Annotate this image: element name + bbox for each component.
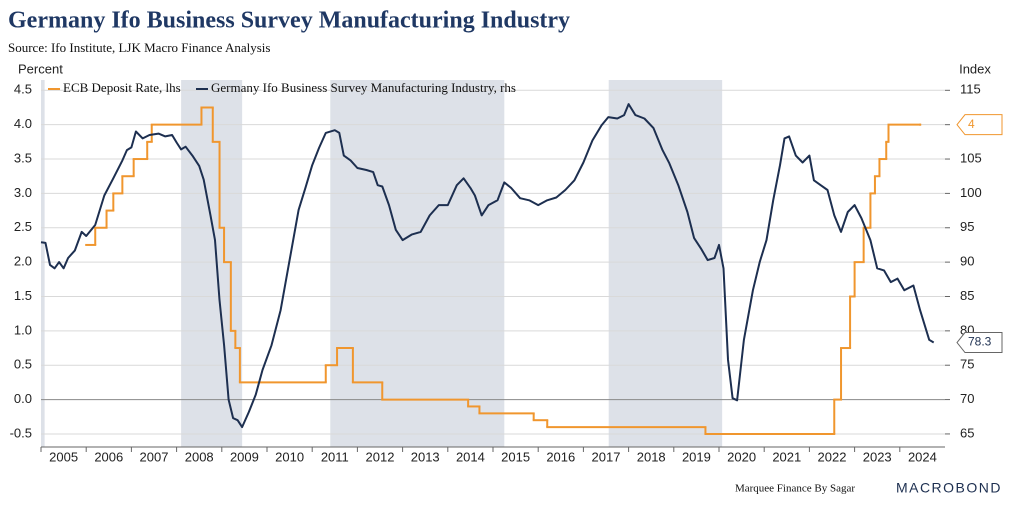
- shaded-period: [330, 80, 505, 447]
- x-tick-label: 2006: [94, 449, 123, 464]
- x-tick-label: 2014: [456, 449, 485, 464]
- y-tick-label: 1.0: [14, 322, 32, 337]
- x-tick-label: 2024: [908, 449, 937, 464]
- callout-label: 78.3: [968, 335, 992, 349]
- x-tick-label: 2022: [818, 449, 847, 464]
- x-tick-label: 2018: [637, 449, 666, 464]
- x-tick-label: 2017: [592, 449, 621, 464]
- y2-tick-label: 95: [960, 219, 974, 234]
- y-tick-label: 1.5: [14, 288, 32, 303]
- legend-label: ECB Deposit Rate, lhs: [63, 80, 181, 95]
- x-tick-label: 2023: [863, 449, 892, 464]
- y-tick-label: 4.5: [14, 82, 32, 97]
- x-tick-label: 2019: [682, 449, 711, 464]
- x-tick-label: 2020: [727, 449, 756, 464]
- value-callout: 4: [956, 114, 1003, 136]
- x-tick-label: 2008: [185, 449, 214, 464]
- x-tick-label: 2015: [501, 449, 530, 464]
- value-callout: 78.3: [956, 332, 1003, 354]
- y2-tick-label: 85: [960, 288, 974, 303]
- y2-tick-label: 105: [960, 150, 982, 165]
- brand: MACROBOND: [896, 480, 1002, 496]
- legend-label: Germany Ifo Business Survey Manufacturin…: [211, 80, 516, 95]
- y2-tick-label: 100: [960, 185, 982, 200]
- y-tick-label: 2.0: [14, 254, 32, 269]
- y2-tick-label: 75: [960, 357, 974, 372]
- chart-title: Germany Ifo Business Survey Manufacturin…: [8, 8, 570, 34]
- x-tick-label: 2012: [366, 449, 395, 464]
- y-tick-label: 2.5: [14, 219, 32, 234]
- y-axis-title: Percent: [18, 61, 63, 76]
- callout-box: [956, 114, 1003, 136]
- y-tick-label: 3.5: [14, 150, 32, 165]
- y-tick-label: 3.0: [14, 185, 32, 200]
- y-tick-label: -0.5: [10, 425, 32, 440]
- y-tick-label: 0.0: [14, 391, 32, 406]
- y2-tick-label: 65: [960, 425, 974, 440]
- y-tick-label: 4.0: [14, 116, 32, 131]
- series-line: [40, 103, 935, 429]
- x-tick-label: 2016: [546, 449, 575, 464]
- y2-tick-label: 115: [960, 82, 981, 97]
- x-tick-label: 2011: [321, 449, 349, 464]
- callout-label: 4: [968, 117, 975, 131]
- callout-box: [956, 332, 1003, 354]
- x-tick-label: 2009: [230, 449, 259, 464]
- x-tick-label: 2007: [140, 449, 169, 464]
- x-tick-label: 2010: [275, 449, 304, 464]
- y-tick-label: 0.5: [14, 357, 32, 372]
- y2-tick-label: 90: [960, 254, 974, 269]
- y2-tick-label: 70: [960, 391, 974, 406]
- shaded-period: [41, 80, 45, 447]
- y2-axis-title: Index: [959, 61, 991, 76]
- footer: Marquee Finance By Sagar: [735, 483, 855, 495]
- x-tick-label: 2013: [411, 449, 440, 464]
- shaded-period: [181, 80, 243, 447]
- chart-subtitle: Source: Ifo Institute, LJK Macro Finance…: [8, 40, 270, 55]
- x-tick-label: 2021: [772, 449, 801, 464]
- x-tick-label: 2005: [49, 449, 78, 464]
- shaded-period: [608, 80, 723, 447]
